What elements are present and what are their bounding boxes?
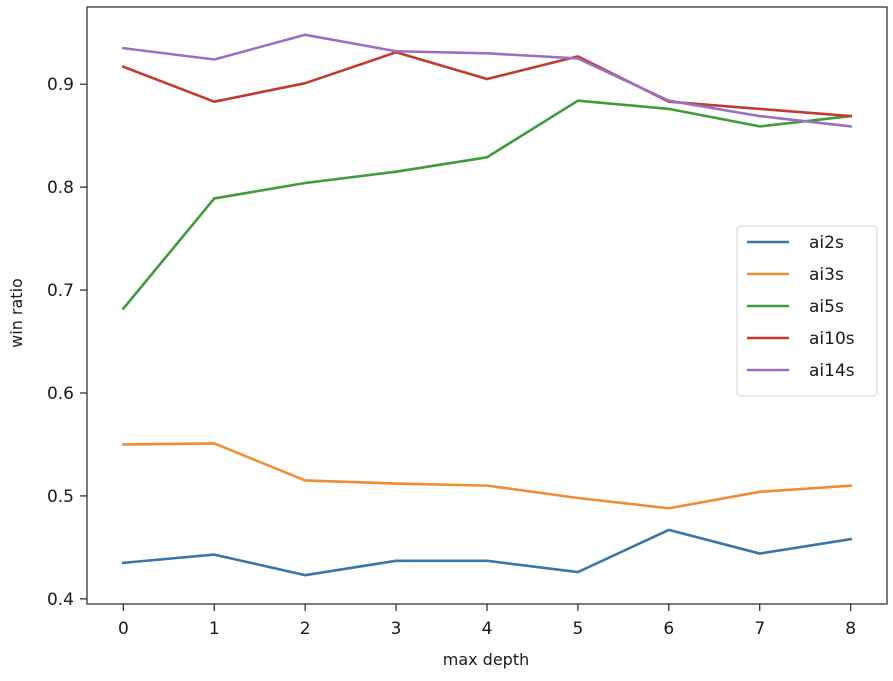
legend-label-ai5s: ai5s: [809, 297, 844, 317]
series-line-ai10s: [121, 50, 853, 118]
y-tick-label: 0.6: [47, 384, 74, 404]
series-line-ai5s: [121, 99, 853, 311]
axes: 0 1 2 3 4 5 6 7 8 0.4 0.5 0.6 0.7 0.8 0.9: [47, 6, 888, 639]
legend-label-ai3s: ai3s: [809, 265, 844, 285]
y-tick-label: 0.8: [47, 178, 74, 198]
legend-label-ai2s: ai2s: [809, 233, 844, 253]
x-tick-label: 0: [118, 619, 129, 639]
x-tick-label: 7: [754, 619, 765, 639]
x-axis-label: max depth: [443, 650, 530, 669]
x-tick-label: 5: [572, 619, 583, 639]
y-tick-label: 0.7: [47, 281, 74, 301]
plot-area: [121, 33, 853, 577]
legend: ai2s ai3s ai5s ai10s ai14s: [736, 225, 878, 397]
series-line-ai14s: [121, 33, 853, 128]
x-tick-label: 8: [845, 619, 856, 639]
y-tick-label: 0.9: [47, 75, 74, 95]
y-tick-label: 0.5: [47, 487, 74, 507]
x-tick-label: 2: [300, 619, 311, 639]
x-tick-label: 6: [663, 619, 674, 639]
legend-label-ai10s: ai10s: [809, 329, 855, 349]
legend-box: [736, 225, 878, 397]
series-line-ai3s: [122, 442, 853, 510]
series-line-ai2s: [121, 528, 853, 577]
legend-label-ai14s: ai14s: [809, 361, 855, 381]
x-tick-label: 4: [482, 619, 493, 639]
y-tick-label: 0.4: [47, 590, 74, 610]
y-axis-label: win ratio: [7, 278, 26, 348]
x-tick-label: 1: [209, 619, 220, 639]
x-tick-label: 3: [391, 619, 402, 639]
